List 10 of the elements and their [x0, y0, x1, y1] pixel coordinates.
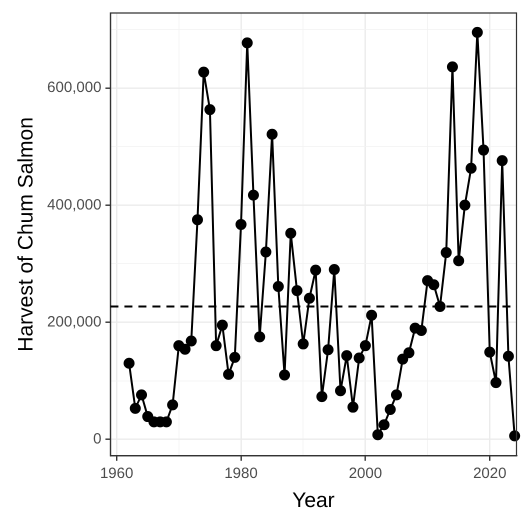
y-tick-label: 200,000 — [47, 313, 102, 330]
x-tick-label: 1960 — [100, 464, 134, 482]
y-axis-title: Harvest of Chum Salmon — [14, 117, 38, 352]
y-tick-label: 0 — [93, 430, 102, 448]
x-tick-label: 2020 — [473, 464, 506, 482]
x-axis-title: Year — [292, 489, 335, 512]
x-tick-label: 1980 — [224, 464, 258, 482]
x-tick-label: 2000 — [348, 464, 382, 482]
y-tick-label: 600,000 — [47, 79, 102, 96]
y-tick-label: 400,000 — [47, 196, 102, 214]
